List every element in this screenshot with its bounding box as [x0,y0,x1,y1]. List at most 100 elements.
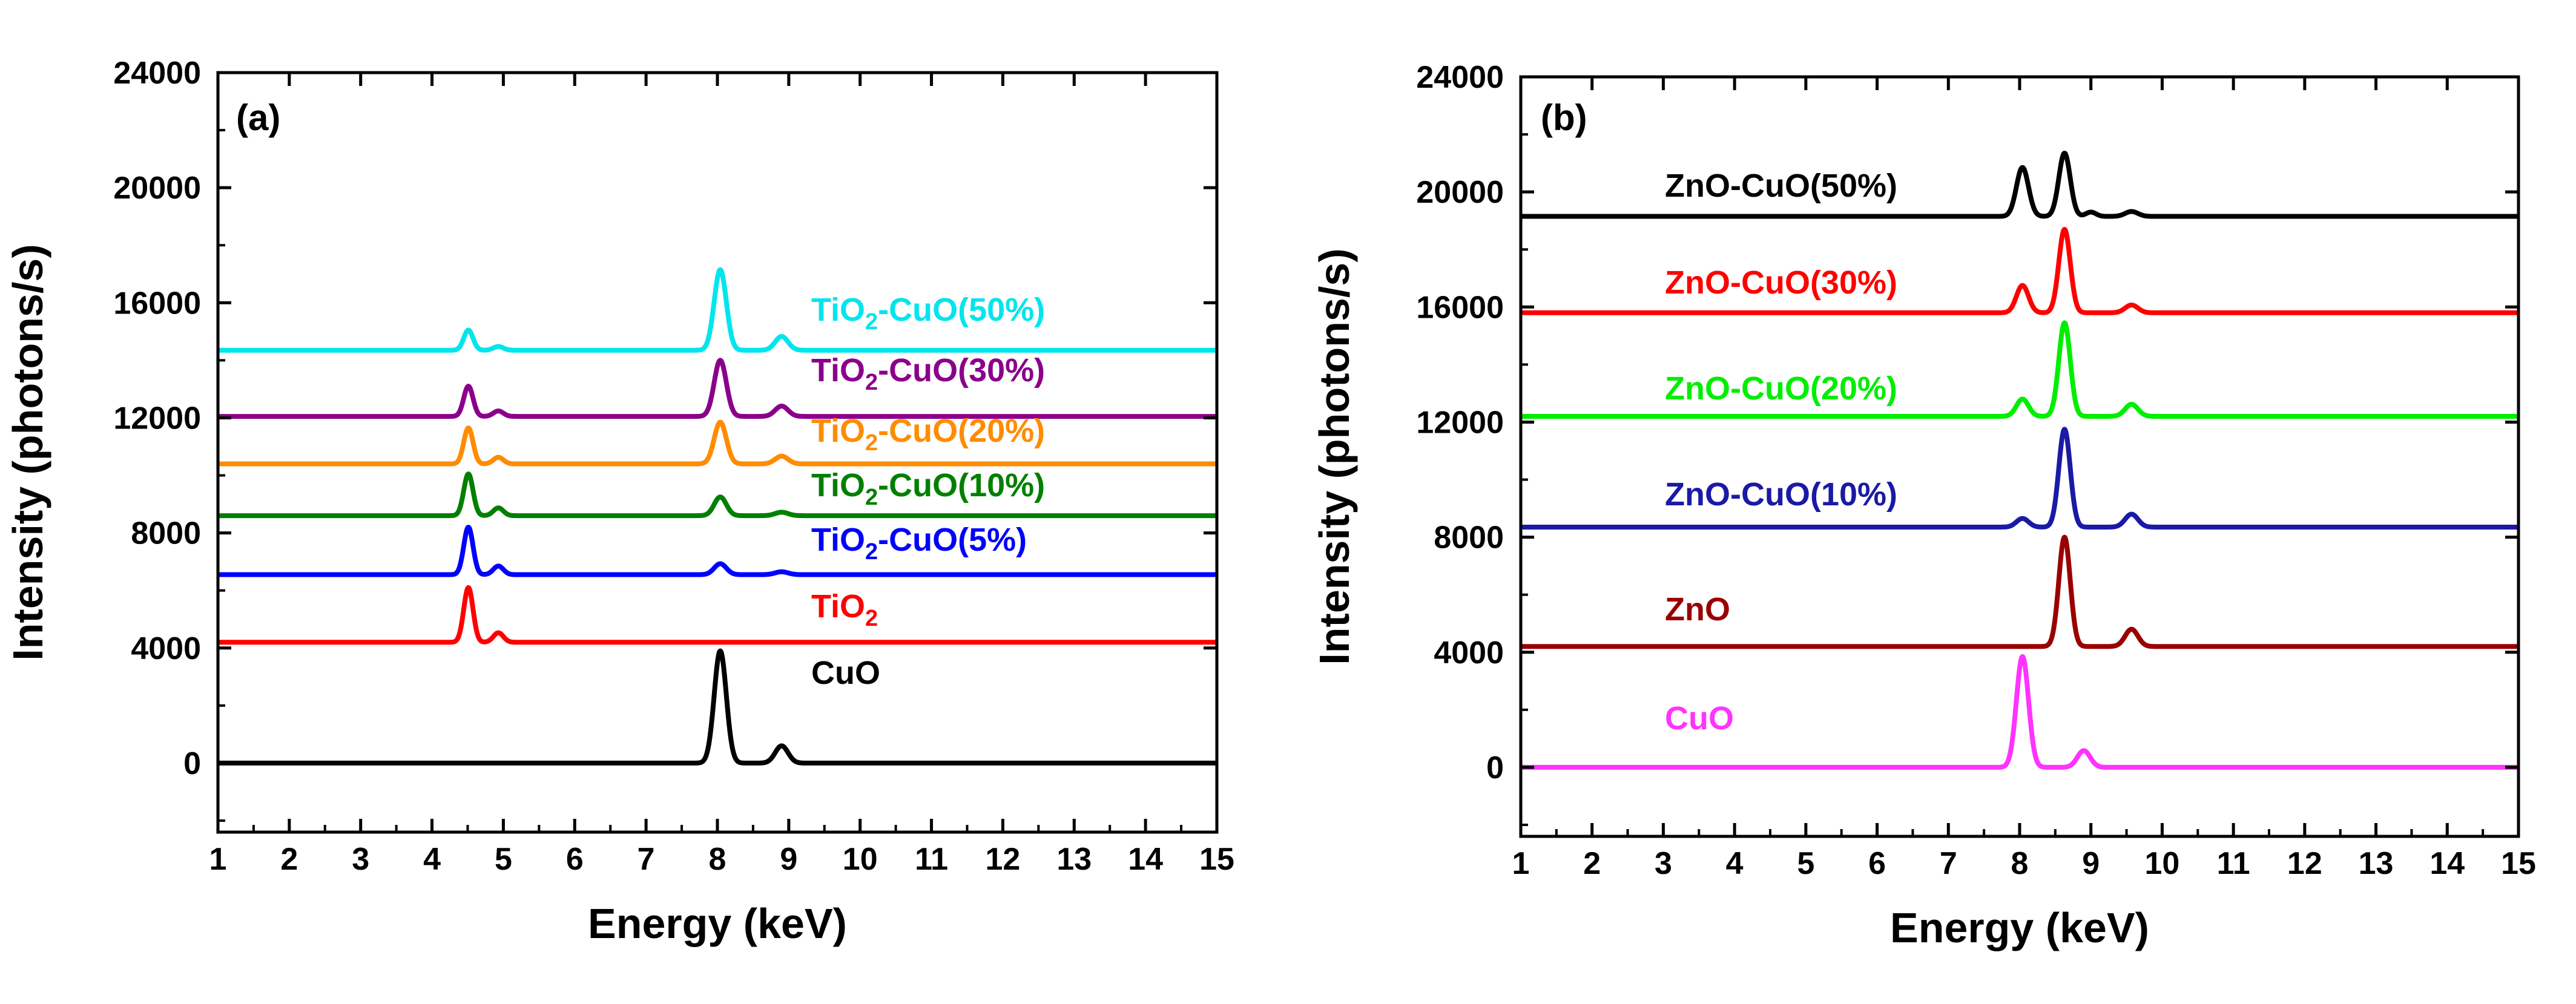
series-label-ZnO-CuO(30%): ZnO-CuO(30%) [1665,264,1897,301]
series-label-tail: -CuO(20%) [878,413,1045,449]
x-tick-label: 15 [2501,846,2536,881]
series-label-ZnO-CuO(20%): ZnO-CuO(20%) [1665,370,1897,407]
series-line-ZnO-CuO(20%) [1518,320,2521,419]
series-line-TiO2-CuO(20%) [216,419,1219,467]
series-line-ZnO-CuO(30%) [1518,226,2521,315]
series-label-subscript: 2 [865,539,878,565]
series-label-main: ZnO-CuO(50%) [1665,168,1897,204]
series-label-CuO: CuO [811,655,880,691]
series-label-tail: -CuO(5%) [878,522,1027,558]
x-tick-label: 9 [780,842,797,877]
y-tick-label: 0 [1486,750,1504,786]
y-tick-label: 16000 [113,286,201,321]
x-tick-label: 8 [2011,846,2029,881]
series-label-main: ZnO-CuO(20%) [1665,370,1897,407]
series-line-ZnO-CuO(10%) [1518,427,2521,530]
series-label-tail: -CuO(10%) [878,467,1045,504]
y-tick-label: 8000 [1434,520,1504,556]
x-tick-label: 1 [209,842,227,877]
series-label-subscript: 2 [865,430,878,456]
plot-frame [216,71,1219,834]
x-tick-label: 5 [495,842,512,877]
series-label-main: TiO [811,413,865,449]
x-axis-title: Energy (keV) [588,900,847,947]
series-label-main: TiO [811,588,865,625]
y-tick-label: 12000 [1416,405,1504,440]
y-axis-title: Intensity (photons/s) [1311,248,1358,664]
x-tick-label: 5 [1797,846,1814,881]
y-tick-label: 12000 [113,401,201,436]
series-label-TiO2-CuO(5%): TiO2-CuO(5%) [811,522,1027,565]
series-label-CuO: CuO [1665,700,1734,737]
x-tick-label: 10 [2145,846,2180,881]
x-tick-label: 4 [1726,846,1744,881]
x-tick-label: 10 [843,842,878,877]
series-line-TiO2-CuO(50%) [216,267,1219,353]
x-tick-label: 3 [352,842,369,877]
panel-label: (a) [236,97,280,138]
x-axis-title: Energy (keV) [1890,904,2149,951]
x-tick-label: 11 [915,842,948,877]
y-tick-label: 8000 [131,516,201,551]
series-line-TiO2-CuO(30%) [216,358,1219,419]
series-label-TiO2: TiO2 [811,588,878,631]
series-label-main: TiO [811,292,865,328]
x-tick-label: 6 [1868,846,1886,881]
y-axis-title: Intensity (photons/s) [4,244,51,660]
series-label-main: CuO [1665,700,1734,737]
y-tick-label: 0 [183,746,201,781]
x-tick-label: 2 [1583,846,1601,881]
y-tick-label: 4000 [131,631,201,666]
x-tick-label: 9 [2082,846,2100,881]
x-tick-label: 14 [1128,842,1163,877]
y-tick-label: 16000 [1416,290,1504,325]
panel-a: 1 2 3 4 5 6 7 8 9 10 11 12 13 14 150400080001200016000… [4,56,1234,947]
x-tick-label: 13 [2359,846,2394,881]
x-tick-label: 7 [1940,846,1957,881]
x-tick-label: 2 [280,842,298,877]
series-label-main: ZnO [1665,591,1730,628]
series-line-CuO [216,648,1219,766]
y-tick-label: 24000 [113,56,201,91]
series-label-TiO2-CuO(30%): TiO2-CuO(30%) [811,352,1045,395]
x-tick-label: 13 [1056,842,1092,877]
x-tick-label: 12 [986,842,1021,877]
x-tick-label: 11 [2217,846,2250,881]
x-tick-label: 3 [1655,846,1672,881]
y-tick-label: 24000 [1416,60,1504,95]
series-label-main: TiO [811,352,865,389]
series-label-main: ZnO-CuO(10%) [1665,476,1897,513]
series-line-TiO2-CuO(10%) [216,471,1219,519]
x-tick-label: 4 [423,842,441,877]
series-label-TiO2-CuO(50%): TiO2-CuO(50%) [811,292,1045,335]
series-label-ZnO-CuO(10%): ZnO-CuO(10%) [1665,476,1897,513]
x-tick-label: 8 [709,842,726,877]
x-tick-label: 15 [1199,842,1234,877]
series-label-tail: -CuO(50%) [878,292,1045,328]
series-label-tail: -CuO(30%) [878,352,1045,389]
series-line-ZnO [1518,534,2521,649]
y-tick-label: 4000 [1434,635,1504,671]
series-label-subscript: 2 [865,309,878,335]
series-label-main: CuO [811,655,880,691]
series-label-TiO2-CuO(20%): TiO2-CuO(20%) [811,413,1045,456]
series-line-ZnO-CuO(50%) [1518,150,2521,219]
series-label-ZnO: ZnO [1665,591,1730,628]
x-tick-label: 14 [2429,846,2465,881]
series-label-TiO2-CuO(10%): TiO2-CuO(10%) [811,467,1045,510]
series-label-subscript: 2 [865,606,878,631]
y-tick-label: 20000 [113,171,201,206]
series-line-CuO [1518,654,2521,770]
x-tick-label: 6 [566,842,584,877]
panel-b: 1 2 3 4 5 6 7 8 9 10 11 12 13 14 150400080001200016000… [1311,60,2536,951]
x-tick-label: 7 [637,842,655,877]
x-tick-label: 1 [1512,846,1530,881]
y-tick-label: 20000 [1416,175,1504,210]
series-line-TiO2 [216,585,1219,645]
series-label-main: TiO [811,467,865,504]
series-label-subscript: 2 [865,485,878,510]
x-tick-label: 12 [2287,846,2322,881]
series-label-main: ZnO-CuO(30%) [1665,264,1897,301]
series-line-TiO2-CuO(5%) [216,525,1219,577]
